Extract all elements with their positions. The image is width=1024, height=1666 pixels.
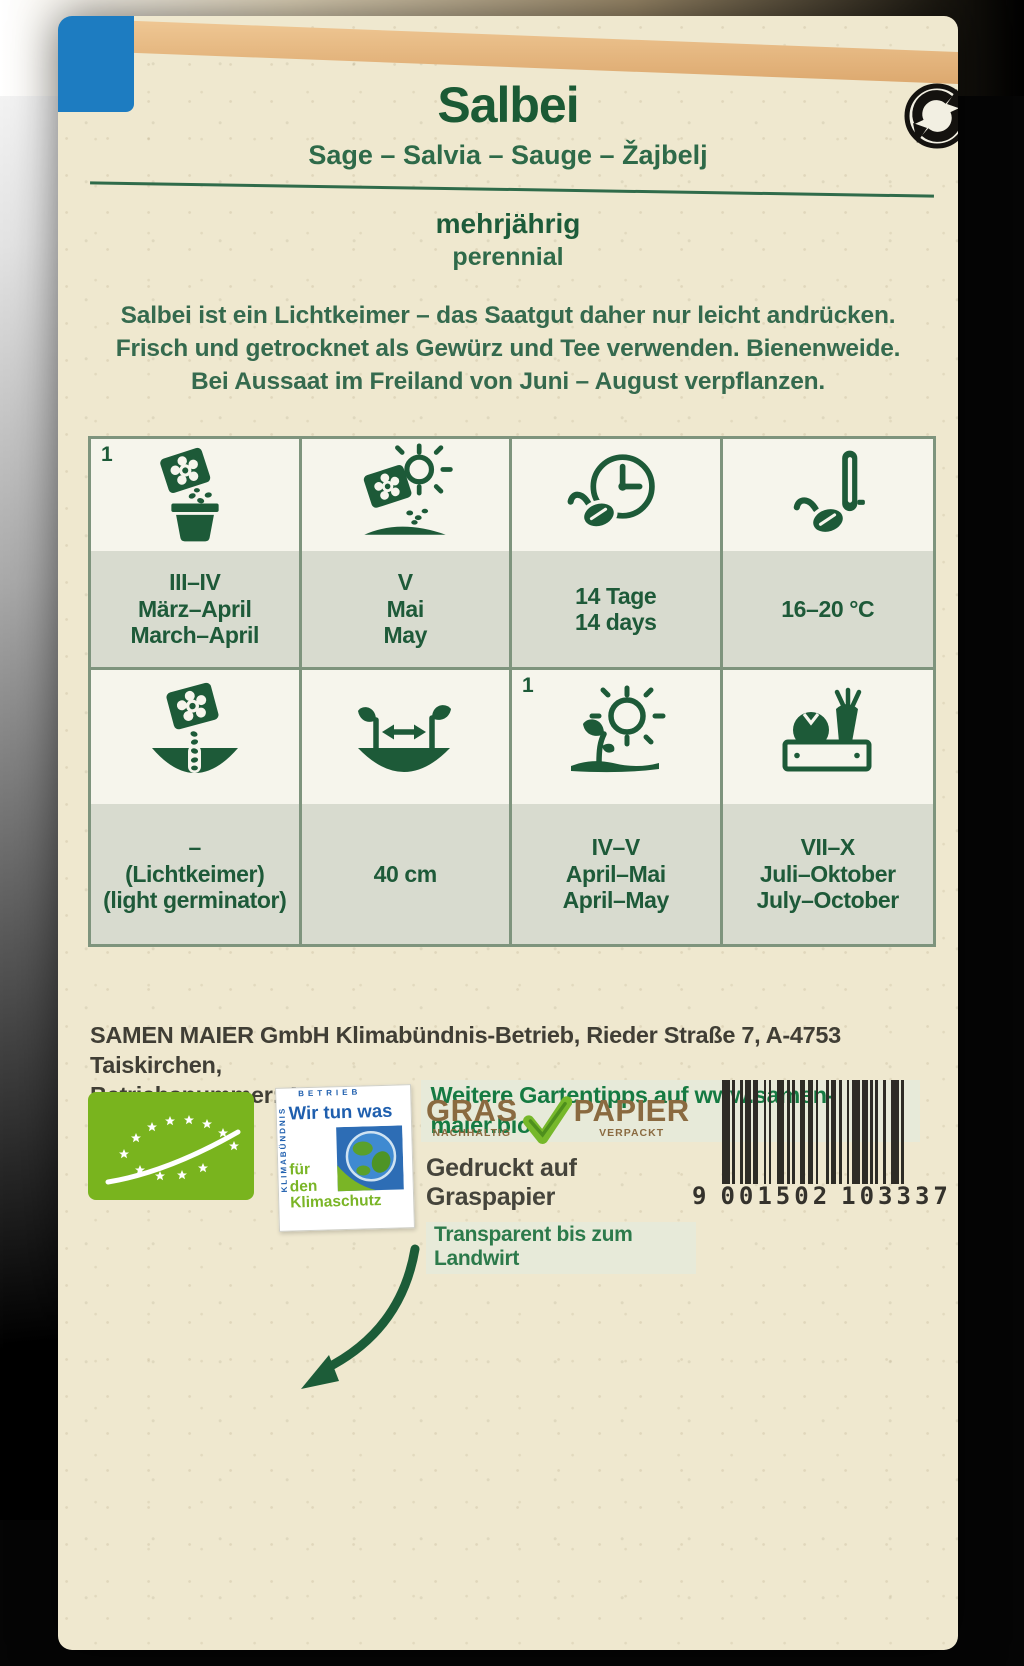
cell-sowing-depth: – (Lichtkeimer) (light germinator) — [91, 670, 302, 944]
cell-label: – (Lichtkeimer) (light germinator) — [91, 804, 299, 944]
cell-planting-out: 1 — [512, 670, 723, 944]
climate-word: Klimaschutz — [289, 1192, 382, 1212]
seedling-sun-icon — [570, 685, 666, 773]
sowing-depth-icon-box — [91, 670, 299, 804]
grass-label: GRAS — [426, 1093, 518, 1128]
cell-label: 16–20 °C — [722, 551, 933, 667]
label-line: – — [188, 834, 202, 861]
sowing-outdoor-icon-box — [301, 439, 509, 551]
lifecycle-de: mehrjährig — [435, 208, 581, 239]
garden-tips-link: Weitere Gartentipps auf www.samen-maier.… — [420, 1080, 920, 1142]
globe-illustration — [336, 1125, 404, 1192]
paper-sublabel: VERPACKT — [599, 1127, 665, 1139]
grass-sublabel: NACHHALTIG — [432, 1127, 512, 1139]
barcode-digit-group: 9 — [692, 1182, 707, 1210]
germination-temperature-icon-box — [722, 439, 933, 551]
harvest-icon-box — [722, 670, 933, 804]
cell-label: 14 Tage 14 days — [512, 551, 720, 667]
climate-alliance-logo: BETRIEB KLIMABÜNDNIS Wir tun was für den… — [275, 1084, 415, 1232]
title-divider — [90, 181, 934, 198]
address-line-1: SAMEN MAIER GmbH Klimabündnis-Betrieb, R… — [90, 1022, 841, 1078]
printed-on-grass-paper-text: Gedruckt auf Graspapier — [426, 1154, 577, 1211]
footnote-marker: 1 — [101, 443, 113, 466]
cell-sowing-indoor: 1 — [91, 439, 302, 670]
plant-spacing-icon — [358, 705, 452, 772]
cell-germination-temperature: 16–20 °C — [722, 439, 933, 670]
cell-germination-duration: 14 Tage 14 days — [512, 439, 723, 670]
label-line: Juli–Oktober — [759, 860, 896, 887]
label-line: (Lichtkeimer) — [125, 860, 265, 887]
label-line: April–Mai — [565, 860, 666, 887]
harvest-crate-icon — [782, 687, 872, 772]
plant-spacing-icon-box — [301, 670, 509, 804]
barcode-bars — [722, 1080, 910, 1184]
cell-sowing-outdoor: V Mai May — [301, 439, 512, 670]
paper-word: PAPIER VERPACKT — [573, 1093, 690, 1139]
ean-barcode: 9 001502 103337 — [692, 1080, 948, 1228]
label-line: März–April — [137, 595, 252, 622]
label-line: 16–20 °C — [781, 595, 875, 622]
transparent-to-farmer-text: Transparent bis zum Landwirt — [426, 1222, 696, 1274]
label-line: April–May — [562, 887, 670, 914]
sow-in-pot-icon — [160, 447, 219, 542]
packet-front-corner — [58, 16, 134, 112]
description-line: Bei Aussaat im Freiland von Juni – Augus… — [190, 368, 826, 395]
climate-logo-headline: Wir tun was — [288, 1099, 393, 1124]
climate-logo-subline: für den Klimaschutz — [289, 1160, 382, 1212]
climate-logo-edge-text-top: BETRIEB — [298, 1087, 362, 1099]
label-line: V — [397, 569, 413, 596]
label-line: Mai — [386, 595, 425, 622]
cell-label: IV–V April–Mai April–May — [512, 804, 720, 944]
description-paragraph: Salbei ist ein Lichtkeimer – das Saatgut… — [58, 299, 958, 398]
barcode-digit-group: 001502 — [720, 1182, 832, 1210]
title-translations: Sage – Salvia – Sauge – Žajbelj — [308, 140, 708, 170]
grass-paper-row: GRAS NACHHALTIG PAPIER VERPACKT — [426, 1093, 696, 1146]
cell-label: III–IV März–April March–April — [91, 551, 299, 667]
label-line: (light germinator) — [103, 887, 287, 914]
grass-paper-logo: GRAS NACHHALTIG PAPIER VERPACKT Gedruckt… — [426, 1093, 696, 1274]
cell-label: V Mai May — [301, 551, 509, 667]
climate-logo-edge-text-left: KLIMABÜNDNIS — [277, 1106, 289, 1193]
sowing-indoor-icon-box: 1 — [91, 439, 299, 551]
germination-duration-icon-box — [512, 439, 720, 551]
page-title: Salbei — [437, 77, 579, 133]
grass-word: GRAS NACHHALTIG — [426, 1093, 518, 1139]
company-address: SAMEN MAIER GmbH Klimabündnis-Betrieb, R… — [90, 1020, 920, 1142]
description-line: Salbei ist ein Lichtkeimer – das Saatgut… — [120, 302, 896, 329]
paper-label: PAPIER — [573, 1093, 690, 1128]
barcode-digits: 9 001502 103337 — [692, 1182, 952, 1210]
label-line: July–October — [756, 887, 900, 914]
cell-label: VII–X Juli–Oktober July–October — [722, 804, 933, 944]
eu-organic-leaf-logo — [88, 1092, 254, 1200]
germination-time-clock-icon — [567, 454, 655, 530]
cell-label: 40 cm — [301, 804, 509, 944]
label-line: 40 cm — [373, 860, 438, 887]
barcode-digit-group: 103337 — [841, 1182, 952, 1210]
address-line-2: Betriebsnummer: A-OÖ-100. Weitere Garten… — [90, 1080, 920, 1142]
cell-harvest: VII–X Juli–Oktober July–October — [722, 670, 933, 944]
label-line: III–IV — [169, 569, 221, 596]
cell-plant-spacing: 40 cm — [301, 670, 512, 944]
lifecycle-en: perennial — [452, 243, 564, 271]
label-line: VII–X — [800, 834, 856, 861]
label-line: 14 days — [574, 609, 657, 635]
cultivation-info-table: 1 — [88, 436, 936, 947]
seed-packet-back: Salbei Sage – Salvia – Sauge – Žajbelj m… — [58, 16, 958, 1650]
planting-out-icon-box: 1 — [512, 670, 720, 804]
sow-depth-icon — [151, 682, 238, 773]
label-line: May — [383, 622, 428, 649]
label-line: March–April — [130, 622, 260, 649]
sow-outdoor-sun-icon — [364, 443, 453, 535]
description-line: Frisch und getrocknet als Gewürz und Tee… — [115, 335, 901, 362]
check-icon — [522, 1096, 572, 1144]
thermometer-seed-icon — [793, 450, 865, 536]
green-dot-recycling-icon — [904, 83, 958, 149]
footnote-marker: 1 — [522, 674, 534, 697]
label-line: IV–V — [591, 834, 641, 861]
curved-arrow-icon — [301, 1244, 420, 1389]
label-line: 14 Tage — [575, 582, 657, 609]
